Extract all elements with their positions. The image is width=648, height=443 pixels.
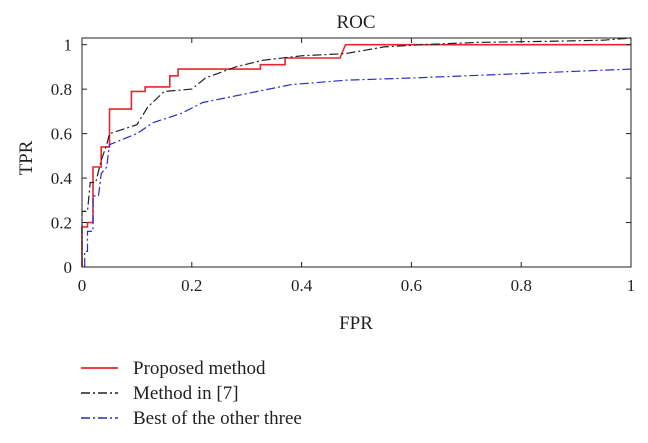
- series-line-2: [81, 37, 632, 267]
- x-tick-label: 0.2: [181, 276, 202, 295]
- plot-lines: [81, 37, 632, 267]
- legend: Proposed method Method in [7] Best of the …: [81, 358, 302, 429]
- chart-title: ROC: [336, 12, 375, 33]
- x-tick-label: 1: [627, 276, 636, 295]
- series-line-1: [81, 43, 631, 267]
- y-tick-label: 0.8: [51, 80, 72, 99]
- series-line-3: [84, 68, 632, 267]
- x-axis-label: FPR: [339, 313, 373, 334]
- x-tick-label: 0.8: [511, 276, 532, 295]
- legend-label: Proposed method: [133, 358, 266, 379]
- y-tick-label: 1: [64, 36, 73, 55]
- legend-label: Best of the other three: [133, 408, 302, 429]
- plot-frame: [81, 37, 632, 268]
- y-tick-label: 0.2: [51, 214, 72, 233]
- y-axis-ticks: 0 0.2 0.4 0.6 0.8 1: [51, 36, 631, 277]
- y-tick-label: 0.6: [51, 125, 72, 144]
- y-tick-label: 0: [64, 258, 73, 277]
- x-tick-label: 0: [78, 276, 87, 295]
- legend-label: Method in [7]: [133, 383, 239, 404]
- x-tick-label: 0.4: [291, 276, 313, 295]
- x-tick-label: 0.6: [401, 276, 422, 295]
- x-axis-ticks: 0 0.2 0.4 0.6 0.8 1: [78, 38, 636, 295]
- y-tick-label: 0.4: [51, 169, 73, 188]
- y-axis-label: TPR: [16, 140, 37, 175]
